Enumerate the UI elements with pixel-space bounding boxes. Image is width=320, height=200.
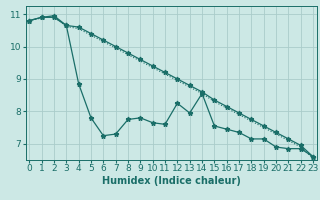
X-axis label: Humidex (Indice chaleur): Humidex (Indice chaleur) [102, 176, 241, 186]
